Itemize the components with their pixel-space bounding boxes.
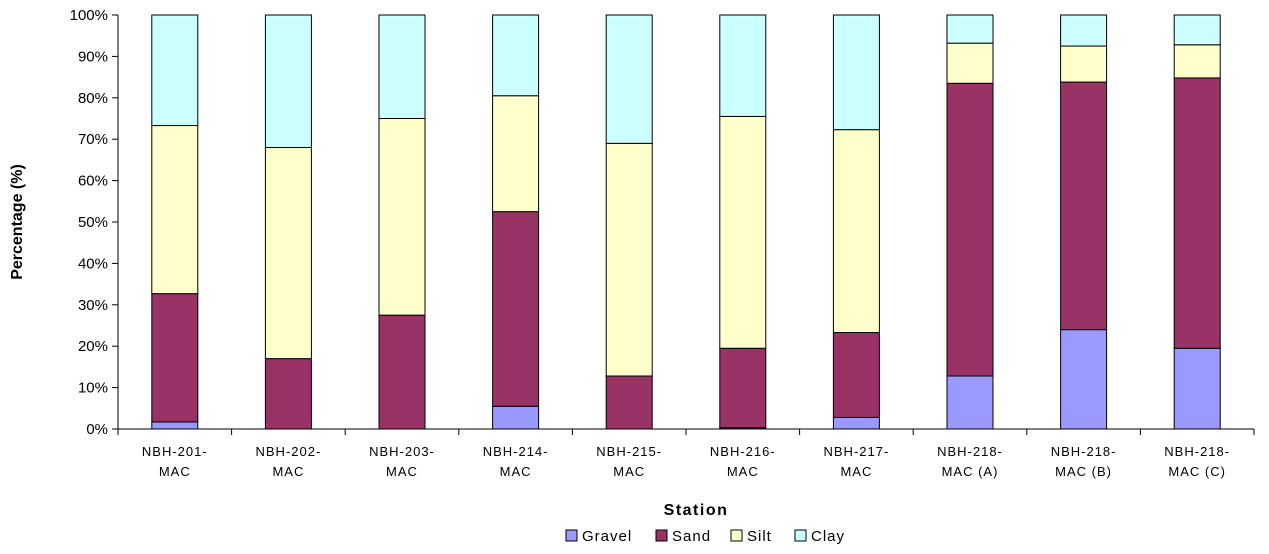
x-tick-label: MAC (B) [1055,464,1112,479]
y-tick-label: 90% [78,48,108,65]
bar-segment-clay [264,14,312,148]
bars [151,14,1221,430]
y-tick-label: 10% [78,380,108,397]
y-tick-label: 100% [70,7,108,24]
legend-label-sand: Sand [672,528,711,545]
bar-segment-silt [1173,44,1221,79]
legend-swatch-gravel [565,529,578,542]
bar-segment-sand [492,211,540,407]
y-tick-label: 50% [78,214,108,231]
bar-segment-clay [1173,14,1221,46]
x-tick-label: MAC [727,464,759,479]
x-axis-ticks: NBH-201- MAC NBH-202- MAC NBH-203- MAC NBH-214… [117,429,1255,479]
bar-segment-gravel [492,405,540,430]
bar-segment-clay [1060,14,1108,47]
x-tick-label: NBH-218- [937,444,1003,459]
bar-segment-silt [492,95,540,213]
legend-swatch-clay [794,529,807,542]
x-tick-label: MAC [272,464,304,479]
x-tick-label: MAC [386,464,418,479]
x-tick-label: MAC [840,464,872,479]
x-axis-title: Station [664,502,729,519]
bar-segment-sand [378,314,426,430]
bar-segment-gravel [946,375,994,430]
x-tick-label: NBH-201- [142,444,208,459]
bar-segment-sand [832,332,880,418]
bar-segment-sand [719,347,767,429]
legend-label-clay: Clay [811,528,845,545]
bar-segment-gravel [1060,329,1108,430]
x-tick-label: NBH-202- [256,444,322,459]
y-tick-label: 40% [78,255,108,272]
x-tick-label: NBH-203- [369,444,435,459]
bar-segment-silt [605,142,653,377]
x-tick-label: MAC [500,464,532,479]
bar-segment-clay [946,14,994,44]
x-tick-label: NBH-218- [1051,444,1117,459]
bar-segment-silt [264,146,312,360]
bar-segment-clay [378,14,426,119]
x-tick-label: MAC (C) [1168,464,1226,479]
legend-label-gravel: Gravel [582,528,632,545]
legend-swatch-sand [655,529,668,542]
x-tick-label: NBH-214- [483,444,549,459]
y-tick-label: 0% [86,421,108,438]
bar-segment-silt [151,125,199,295]
bar-segment-clay [605,14,653,144]
y-axis-title: Percentage (%) [9,164,26,280]
bar-segment-sand [1173,77,1221,349]
y-tick-label: 30% [78,297,108,314]
bar-segment-clay [492,14,540,97]
legend-swatch-silt [730,529,743,542]
bar-segment-clay [832,14,880,131]
bar-segment-clay [151,14,199,127]
bar-segment-silt [946,42,994,84]
x-tick-label: MAC [159,464,191,479]
bar-segment-silt [719,115,767,349]
legend-label-silt: Silt [747,528,772,545]
bar-segment-sand [1060,81,1108,331]
bar-segment-silt [378,118,426,316]
bar-segment-clay [719,14,767,117]
bar-segment-silt [1060,45,1108,83]
x-tick-label: MAC [613,464,645,479]
legend: Gravel Sand Silt Clay [565,528,845,545]
bar-segment-silt [832,129,880,334]
bar-segment-sand [151,293,199,423]
bar-segment-sand [946,82,994,377]
x-tick-label: NBH-215- [596,444,662,459]
bar-segment-sand [605,375,653,430]
x-tick-label: MAC (A) [942,464,999,479]
bar-segment-gravel [832,416,880,430]
x-tick-label: NBH-217- [824,444,890,459]
bar-segment-gravel [151,421,199,430]
bar-segment-sand [264,358,312,430]
y-axis-ticks: 0% 10% 20% 30% 40% 50% 60% 70% 80% 90% 100% [70,7,118,438]
y-tick-label: 20% [78,338,108,355]
y-tick-label: 80% [78,90,108,107]
y-tick-label: 70% [78,131,108,148]
x-tick-label: NBH-218- [1164,444,1230,459]
y-tick-label: 60% [78,173,108,190]
x-tick-label: NBH-216- [710,444,776,459]
bar-segment-gravel [1173,347,1221,430]
